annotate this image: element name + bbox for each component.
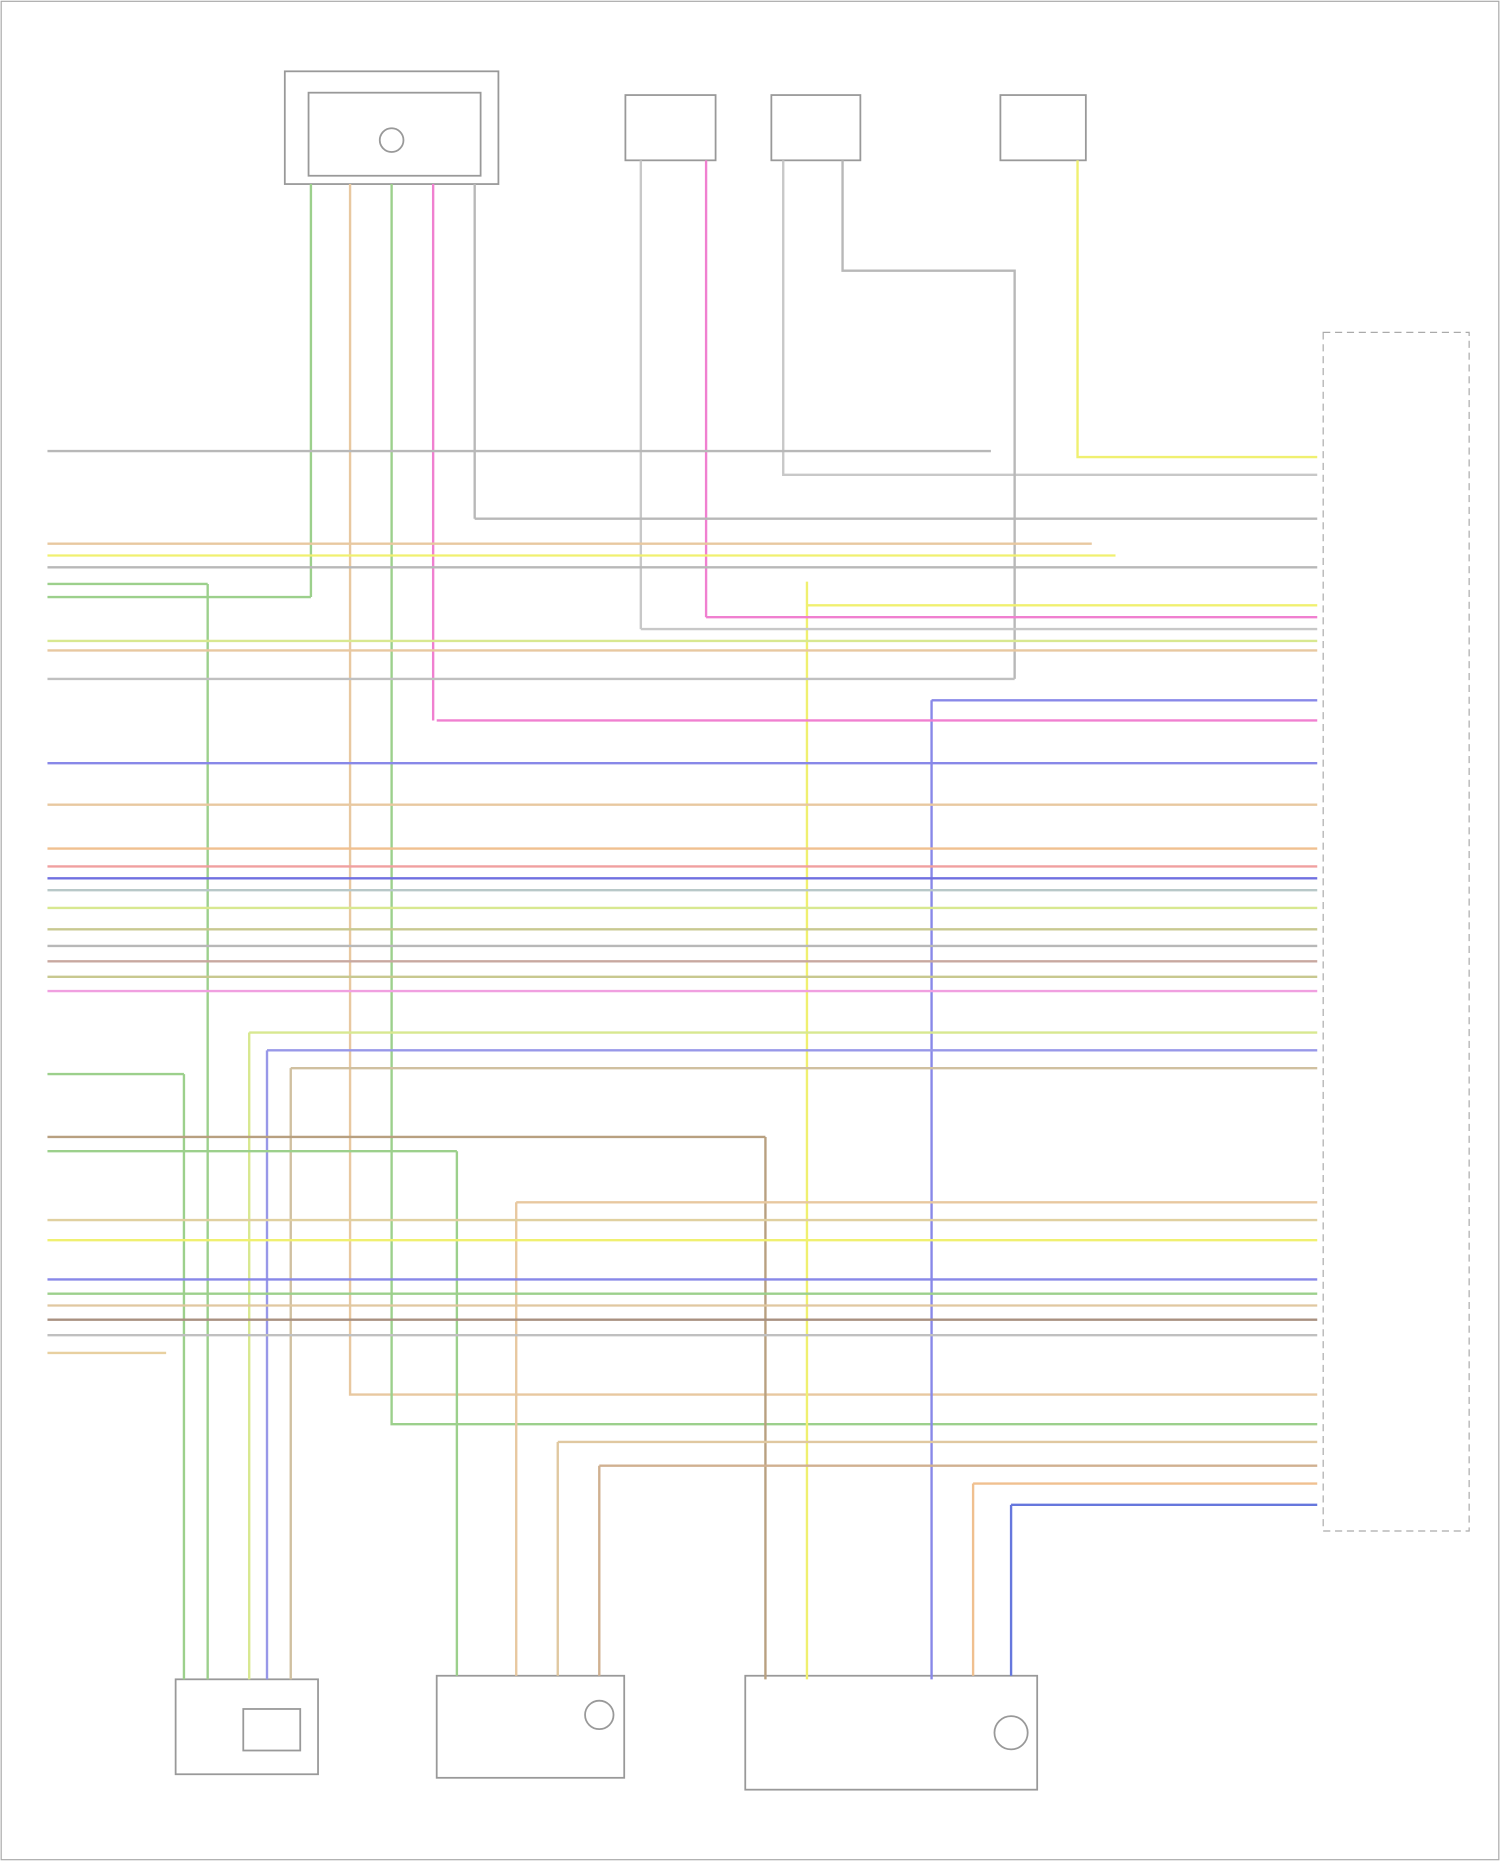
throttle-motor [993,1715,1029,1751]
motor-inner [307,91,482,177]
throttle-box [744,1674,1039,1791]
vertical-wires [182,160,1318,1680]
sensor-box-2 [770,94,862,162]
pcm-connector [1322,331,1470,1532]
egr-box [435,1674,626,1779]
sensor-box [624,94,717,162]
egr-motor [584,1699,615,1731]
horizontal-wires [47,449,1318,1355]
valve-box [999,94,1087,162]
o2-sensor-box [174,1678,319,1776]
heater-box [242,1708,302,1752]
motor-symbol [378,127,405,153]
